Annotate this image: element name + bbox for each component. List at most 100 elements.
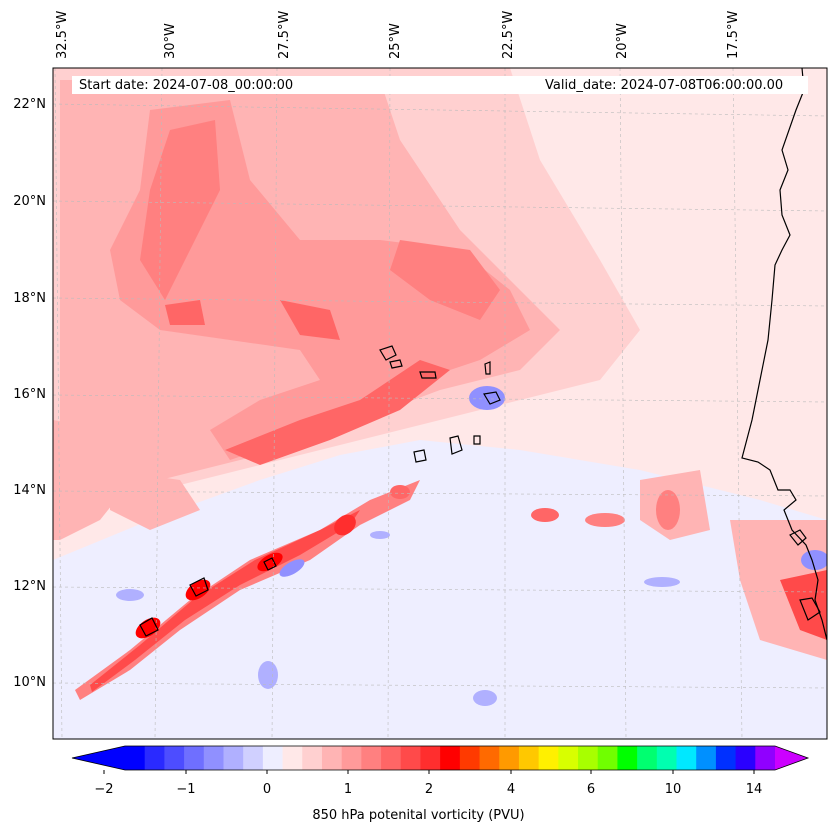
pv-core-5: [390, 485, 410, 499]
streak-land-2: [189, 577, 209, 597]
colorbar-swatch: [578, 746, 599, 770]
colorbar-swatch: [637, 746, 658, 770]
valid-date-label: Valid_date: 2024-07-08T06:00:00.00: [545, 78, 784, 93]
lat-label: 16°N: [13, 387, 46, 402]
pv-core-7: [585, 513, 625, 527]
colorbar-swatch: [479, 746, 500, 770]
colorbar-swatch: [440, 746, 461, 770]
colorbar-swatch: [125, 746, 146, 770]
pv-streak-outer: [75, 480, 420, 700]
colorbar: [71, 745, 810, 774]
info-bar: [72, 76, 808, 94]
colorbar-swatch: [499, 746, 520, 770]
cape-verde-island-8: [413, 449, 427, 463]
lat-label: 10°N: [13, 675, 46, 690]
cape-verde-island-7: [473, 435, 481, 445]
neg-pv-spot-5: [644, 577, 680, 587]
colorbar-swatch: [164, 746, 185, 770]
pv-region-ridge-6: [165, 300, 205, 325]
neg-pv-spot-7: [370, 531, 390, 539]
bijagos-islands: [789, 529, 807, 546]
pv-core-4: [334, 514, 356, 536]
colorbar-swatch: [223, 746, 244, 770]
colorbar-title: 850 hPa potenital vorticity (PVU): [312, 808, 525, 823]
lat-label: 20°N: [13, 194, 46, 209]
lon-label: 32.5°W: [55, 10, 70, 59]
cape-verde-island-5: [483, 391, 501, 405]
pv-region-southeast-core: [780, 570, 827, 640]
colorbar-swatch: [282, 746, 303, 770]
colorbar-outline: [71, 745, 810, 771]
colorbar-swatch: [243, 746, 264, 770]
colorbar-swatch: [755, 746, 776, 770]
colorbar-swatch: [321, 746, 343, 770]
colorbar-swatch: [381, 746, 402, 770]
lat-label: 12°N: [13, 579, 46, 594]
pv-core-3: [257, 552, 283, 572]
colorbar-over-arrow: [775, 746, 808, 770]
streak-land-3: [263, 557, 277, 571]
pv-region-ridge-4: [225, 360, 450, 465]
colorbar-swatch: [597, 746, 618, 770]
colorbar-tick-label: −2: [94, 782, 114, 797]
cape-verde-island-1: [379, 345, 397, 361]
lon-label: 25°W: [388, 23, 403, 59]
neg-pv-spot-1: [279, 559, 305, 577]
pv-field-layer: [53, 68, 827, 739]
pv-core-6: [531, 508, 559, 522]
guinea-coast-islands: [799, 597, 821, 621]
colorbar-tick-label: 1: [343, 782, 353, 797]
colorbar-under-arrow: [72, 746, 125, 770]
colorbar-swatch: [735, 746, 756, 770]
pv-region-west-2: [110, 470, 200, 530]
pv-core-2: [185, 579, 211, 601]
lon-label: 30°W: [163, 23, 178, 59]
colorbar-tick-label: 0: [262, 782, 272, 797]
colorbar-swatch: [518, 746, 540, 770]
neg-pv-spot-4: [473, 690, 497, 706]
colorbar-swatch: [538, 746, 559, 770]
lon-label: 17.5°W: [726, 10, 741, 59]
pv-region-ridge-3: [390, 240, 500, 320]
colorbar-tick-label: −1: [176, 782, 196, 797]
lon-label: 27.5°W: [277, 10, 292, 59]
cape-verde-island-4: [484, 361, 491, 375]
colorbar-swatch: [459, 746, 481, 770]
colorbar-swatch: [558, 746, 579, 770]
colorbar-tick-label: 6: [586, 782, 596, 797]
colorbar-tick-label: 10: [664, 782, 682, 797]
neg-pv-spot-6: [801, 550, 827, 570]
pv-region-ridge-5: [280, 300, 340, 340]
colorbar-tick-label: 4: [506, 782, 516, 797]
colorbar-swatch: [617, 746, 638, 770]
colorbar-swatch: [144, 746, 165, 770]
neg-pv-spot-3: [258, 661, 278, 689]
colorbar-swatch: [696, 746, 717, 770]
lon-label: 22.5°W: [501, 10, 516, 59]
lat-label: 18°N: [13, 291, 46, 306]
lat-label: 14°N: [13, 483, 46, 498]
colorbar-swatch: [184, 746, 205, 770]
lat-label: 22°N: [13, 97, 46, 112]
pv-streak-mid: [90, 510, 360, 692]
colorbar-swatch: [676, 746, 697, 770]
colorbar-tick-label: 14: [745, 782, 763, 797]
colorbar-swatch: [361, 746, 382, 770]
colorbar-swatch: [203, 746, 224, 770]
cape-verde-island-6: [449, 435, 463, 455]
colorbar-swatch: [341, 746, 362, 770]
cape-verde-island-2: [389, 359, 403, 369]
colorbar-swatch: [262, 746, 284, 770]
coastlines: [139, 68, 827, 641]
neg-pv-spot-2: [116, 589, 144, 601]
pv-core-8: [656, 490, 680, 530]
colorbar-swatch: [715, 746, 737, 770]
cape-verde-island-3: [419, 371, 437, 379]
colorbar-swatch: [302, 746, 323, 770]
colorbar-swatch: [420, 746, 441, 770]
streak-land-1: [139, 617, 159, 637]
africa-coast: [741, 68, 827, 641]
colorbar-swatch: [656, 746, 678, 770]
